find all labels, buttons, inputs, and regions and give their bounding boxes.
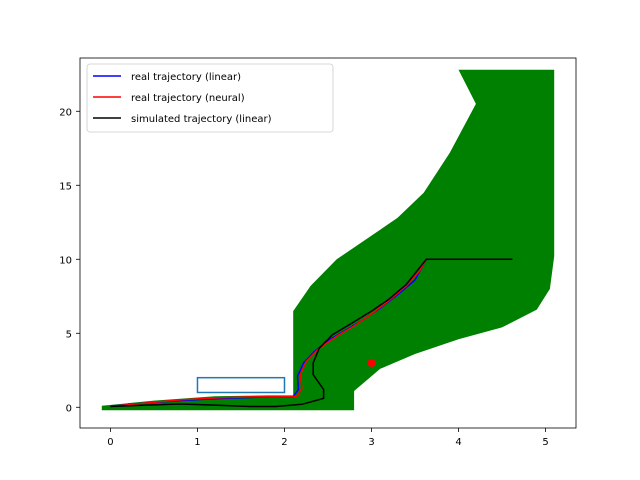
legend-box bbox=[86, 63, 334, 133]
legend: real trajectory (linear) real trajectory… bbox=[86, 63, 334, 133]
legend-label-linear: real trajectory (linear) bbox=[131, 72, 241, 83]
legend-label-neural: real trajectory (neural) bbox=[131, 93, 245, 104]
legend-label-simulated: simulated trajectory (linear) bbox=[131, 114, 272, 125]
reachable-set-region bbox=[101, 69, 555, 411]
trajectory-neural bbox=[110, 258, 513, 408]
plot-area bbox=[101, 69, 555, 411]
axis-ticks: 0 1 2 3 4 5 0 5 10 15 20 bbox=[59, 107, 548, 448]
x-tick-label: 1 bbox=[194, 437, 200, 448]
x-tick-label: 0 bbox=[107, 437, 113, 448]
y-tick-label: 5 bbox=[66, 329, 72, 340]
trajectory-simulated bbox=[110, 258, 513, 408]
y-tick-label: 10 bbox=[59, 255, 72, 266]
y-tick-label: 20 bbox=[59, 107, 72, 118]
target-point bbox=[367, 358, 376, 367]
axes-frame bbox=[79, 57, 577, 429]
y-tick-label: 15 bbox=[59, 181, 72, 192]
x-tick-label: 2 bbox=[281, 437, 287, 448]
obstacle-rectangle bbox=[196, 376, 286, 394]
y-tick-label: 0 bbox=[66, 403, 72, 414]
x-tick-label: 4 bbox=[455, 437, 461, 448]
x-tick-label: 5 bbox=[542, 437, 548, 448]
x-tick-label: 3 bbox=[368, 437, 374, 448]
